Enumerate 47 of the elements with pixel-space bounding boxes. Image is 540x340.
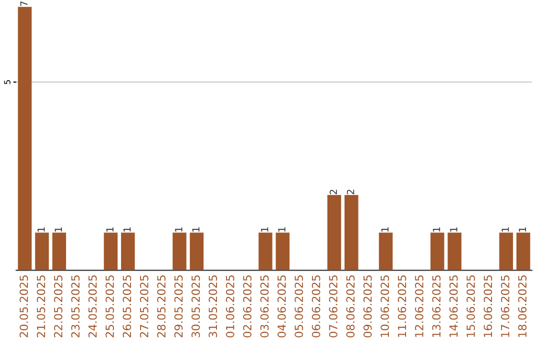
x-tick-label: 28.05.2025 bbox=[157, 275, 166, 338]
x-tick-label: 23.05.2025 bbox=[71, 275, 80, 338]
x-tick-label: 06.06.2025 bbox=[312, 275, 320, 338]
x-tick-label: 09.06.2025 bbox=[363, 275, 372, 338]
x-tick-label: 03.06.2025 bbox=[260, 275, 269, 338]
x-tick-label: 13.06.2025 bbox=[432, 275, 441, 337]
x-tick-label: 04.06.2025 bbox=[277, 275, 286, 338]
data-label: 1 bbox=[450, 227, 458, 232]
x-tick-label: 17.06.2025 bbox=[500, 275, 510, 337]
x-tick-label: 30.05.2025 bbox=[192, 275, 200, 338]
x-tick-label: 15.06.2025 bbox=[466, 275, 475, 337]
data-label: 1 bbox=[192, 227, 200, 232]
x-tick-label: 29.05.2025 bbox=[174, 275, 183, 338]
x-tick-label: 02.06.2025 bbox=[243, 275, 252, 338]
data-label: 1 bbox=[38, 227, 45, 232]
x-tick-label: 14.06.2025 bbox=[449, 275, 458, 337]
x-tick-label: 26.05.2025 bbox=[122, 275, 132, 338]
data-label: 1 bbox=[278, 227, 286, 232]
x-tick-label: 16.06.2025 bbox=[484, 275, 492, 337]
data-label: 1 bbox=[381, 227, 388, 232]
x-tick-label: 22.05.2025 bbox=[54, 275, 62, 338]
x-tick-label: 05.06.2025 bbox=[294, 275, 304, 338]
x-tick-label: 10.06.2025 bbox=[380, 275, 390, 337]
y-tick-label: 5 bbox=[4, 80, 10, 84]
x-tick-label: 18.06.2025 bbox=[518, 275, 527, 337]
x-tick-label: 11.06.2025 bbox=[398, 275, 406, 337]
data-label: 1 bbox=[261, 227, 268, 232]
x-tick-label: 24.05.2025 bbox=[88, 275, 97, 338]
data-label: 1 bbox=[106, 227, 114, 232]
x-tick-label: 12.06.2025 bbox=[414, 275, 424, 337]
x-tick-label: 07.06.2025 bbox=[329, 275, 338, 338]
x-tick-label: 20.05.2025 bbox=[20, 275, 28, 338]
data-label: 1 bbox=[518, 227, 526, 232]
data-label: 2 bbox=[330, 190, 337, 194]
data-label: 7 bbox=[20, 1, 28, 6]
data-label: 1 bbox=[432, 227, 440, 232]
x-tick-label: 01.06.2025 bbox=[226, 275, 234, 338]
data-label: 1 bbox=[54, 227, 62, 232]
data-label: 1 bbox=[175, 227, 182, 232]
data-label: 1 bbox=[502, 227, 509, 232]
x-tick-label: 25.05.2025 bbox=[106, 275, 114, 338]
x-tick-label: 31.05.2025 bbox=[208, 275, 218, 338]
x-tick-label: 08.06.2025 bbox=[346, 275, 355, 338]
data-label: 1 bbox=[124, 227, 131, 232]
x-tick-label: 27.05.2025 bbox=[140, 275, 148, 338]
x-tick-label: 21.05.2025 bbox=[36, 275, 46, 338]
data-label: 2 bbox=[346, 190, 354, 194]
